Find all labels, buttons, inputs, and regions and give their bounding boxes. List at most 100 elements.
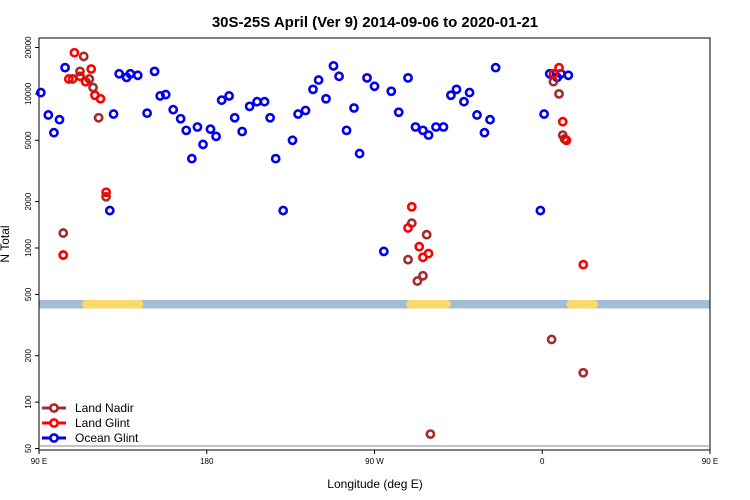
data-point [464, 87, 475, 98]
data-point [293, 109, 303, 119]
ocean-band [39, 299, 710, 309]
data-point [485, 114, 495, 125]
data-point [349, 103, 359, 113]
land-ocean-mask [39, 299, 710, 309]
data-point [175, 113, 186, 124]
data-point [418, 270, 428, 281]
data-point [132, 70, 143, 81]
data-point [459, 96, 469, 107]
y-tick-label: 20000 [24, 36, 33, 59]
data-point [244, 101, 255, 112]
legend-entry: Land Nadir [42, 401, 134, 415]
land-segment [566, 299, 599, 309]
data-point [186, 153, 197, 164]
chart-title: 30S-25S April (Ver 9) 2014-09-06 to 2020… [212, 14, 538, 31]
y-tick-label: 500 [24, 287, 33, 301]
data-point [446, 90, 456, 101]
data-point [78, 51, 89, 62]
data-point [548, 76, 559, 87]
data-point [472, 110, 482, 120]
legend-label: Land Glint [75, 416, 130, 430]
data-point [438, 122, 449, 132]
data-point [93, 112, 104, 123]
data-point [539, 109, 550, 119]
data-point [252, 96, 262, 107]
data-point [265, 112, 276, 123]
data-point [548, 68, 559, 79]
data-point [300, 105, 311, 116]
data-point [423, 130, 434, 141]
data-point [421, 229, 432, 240]
y-tick-label: 50 [24, 444, 33, 453]
y-tick-label: 1000 [24, 239, 33, 257]
data-point [406, 201, 417, 212]
data-point [544, 68, 555, 79]
x-tick-label: 0 [540, 457, 545, 466]
data-point [490, 62, 501, 73]
data-point [278, 205, 289, 216]
data-point [328, 60, 339, 71]
y-tick-label: 200 [24, 348, 33, 362]
series-land-nadir [58, 51, 589, 440]
data-point [403, 223, 413, 233]
legend-entry: Land Glint [42, 416, 130, 430]
plot-frame [38, 37, 711, 451]
x-tick-label: 180 [200, 457, 214, 466]
data-point [49, 127, 59, 138]
data-point [198, 139, 208, 150]
data-point [403, 72, 413, 83]
data-point [425, 429, 436, 440]
data-point [554, 88, 564, 99]
data-point [101, 191, 111, 202]
data-point [403, 254, 413, 265]
data-point [423, 248, 434, 259]
data-point [431, 122, 441, 132]
data-point [43, 110, 54, 120]
data-point [259, 96, 270, 107]
data-point [414, 241, 425, 252]
data-point [321, 93, 331, 104]
data-point [35, 87, 46, 98]
data-point [451, 84, 462, 95]
data-point [142, 108, 153, 119]
y-axis: 50 100 200 500 1000 2000 5000 10000 20000 [24, 36, 39, 453]
legend-entry: Ocean Glint [42, 431, 139, 445]
data-point [378, 246, 389, 257]
data-point [369, 81, 380, 92]
legend-marker [49, 403, 59, 413]
data-point [535, 205, 546, 216]
data-point [334, 71, 344, 82]
data-point [270, 153, 281, 164]
data-point [108, 109, 119, 119]
data-point [557, 116, 568, 127]
data-point [287, 135, 298, 146]
x-axis-label: Longitude (deg E) [327, 477, 422, 491]
data-point [354, 148, 365, 159]
data-point [160, 89, 171, 100]
x-tick-label: 90 E [31, 457, 47, 466]
data-point [58, 250, 69, 260]
data-point [75, 71, 85, 82]
data-point [546, 334, 557, 345]
data-point [410, 122, 421, 132]
data-point [86, 64, 97, 74]
data-point [393, 107, 404, 118]
data-point [69, 47, 80, 58]
data-point [229, 112, 240, 123]
y-tick-label: 100 [24, 395, 33, 409]
data-point [418, 125, 428, 136]
data-point [181, 125, 192, 136]
data-points [35, 47, 589, 440]
data-point [237, 126, 248, 137]
data-point [362, 72, 372, 83]
data-point [125, 68, 136, 79]
data-point [75, 66, 85, 77]
data-point [114, 68, 125, 79]
y-tick-label: 10000 [24, 82, 33, 105]
data-point [224, 91, 235, 101]
data-point [578, 367, 589, 378]
x-axis: 90 E 180 90 W 0 90 E [31, 450, 718, 466]
data-point [216, 95, 227, 106]
